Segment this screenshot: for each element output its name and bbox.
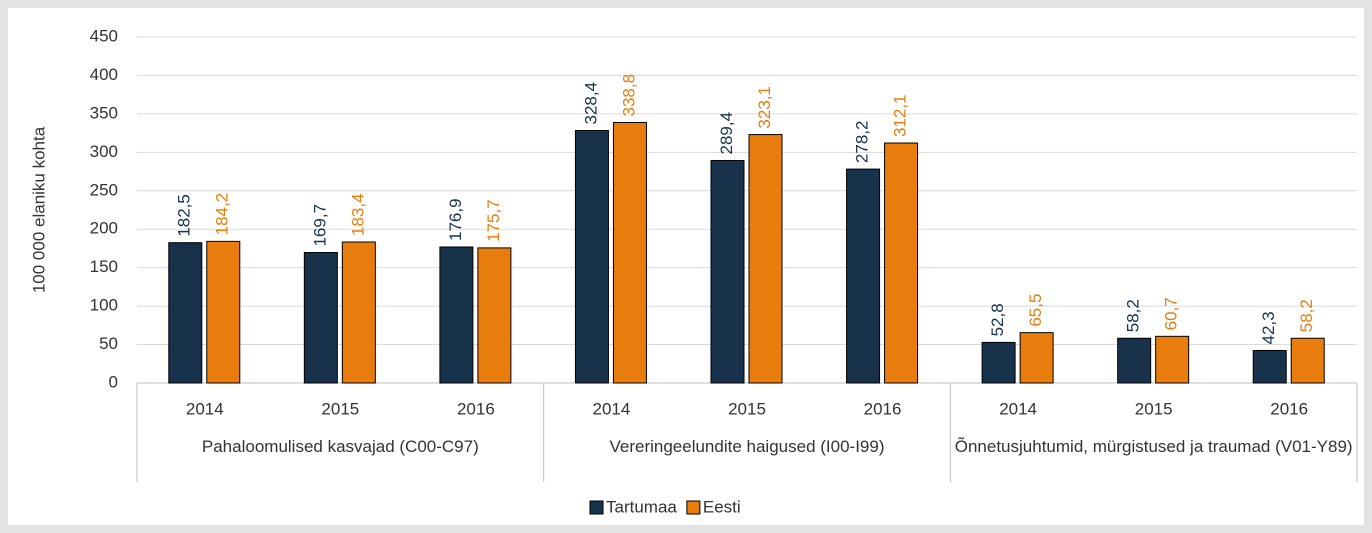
bar xyxy=(439,246,474,384)
data-label: 176,9 xyxy=(446,198,465,241)
y-tick-label: 50 xyxy=(99,334,118,353)
x-tick-label: 2015 xyxy=(321,399,359,418)
y-tick-label: 350 xyxy=(90,103,118,122)
bar xyxy=(612,122,647,384)
x-tick-label: 2015 xyxy=(728,399,766,418)
data-label: 328,4 xyxy=(581,82,600,125)
legend-label: Eesti xyxy=(703,497,741,516)
x-tick-label: 2016 xyxy=(1270,399,1308,418)
bar xyxy=(303,252,338,384)
bar xyxy=(1155,335,1190,384)
group-label: Õnnetusjuhtumid, mürgistused ja traumad … xyxy=(954,437,1353,456)
x-tick-label: 2014 xyxy=(593,399,631,418)
y-tick-label: 250 xyxy=(90,180,118,199)
bar xyxy=(884,142,919,384)
bar xyxy=(206,240,241,384)
data-label: 278,2 xyxy=(853,121,872,164)
x-tick-label: 2014 xyxy=(999,399,1037,418)
data-label: 65,5 xyxy=(1026,294,1045,327)
bar xyxy=(341,241,376,384)
legend-swatch xyxy=(686,500,701,515)
bar xyxy=(1019,332,1054,384)
y-tick-label: 450 xyxy=(90,26,118,45)
bar xyxy=(981,341,1016,384)
data-label: 289,4 xyxy=(717,112,736,155)
x-tick-label: 2016 xyxy=(864,399,902,418)
y-tick-label: 100 xyxy=(90,296,118,315)
bar xyxy=(748,134,783,384)
legend-label: Tartumaa xyxy=(606,497,677,516)
bar xyxy=(710,159,745,384)
bar xyxy=(168,242,203,384)
data-label: 58,2 xyxy=(1297,299,1316,332)
x-tick-label: 2014 xyxy=(186,399,224,418)
x-tick-label: 2016 xyxy=(457,399,495,418)
bar xyxy=(1117,337,1152,384)
data-label: 182,5 xyxy=(175,194,194,237)
data-label: 312,1 xyxy=(891,94,910,137)
group-label: Pahaloomulised kasvajad (C00-C97) xyxy=(201,437,479,456)
data-label: 183,4 xyxy=(348,193,367,236)
data-label: 42,3 xyxy=(1259,311,1278,344)
bar xyxy=(1252,349,1287,384)
y-tick-label: 0 xyxy=(109,372,118,391)
y-tick-label: 150 xyxy=(90,257,118,276)
y-tick-label: 300 xyxy=(90,142,118,161)
y-axis-label: 100 000 elaniku kohta xyxy=(29,126,48,293)
bar xyxy=(1290,337,1325,384)
x-tick-label: 2015 xyxy=(1135,399,1173,418)
group-label: Vereringeelundite haigused (I00-I99) xyxy=(609,437,885,456)
y-tick-label: 200 xyxy=(90,219,118,238)
data-label: 52,8 xyxy=(988,303,1007,336)
data-label: 60,7 xyxy=(1162,297,1181,330)
bar xyxy=(574,129,609,384)
data-label: 338,8 xyxy=(619,74,638,117)
data-label: 58,2 xyxy=(1124,299,1143,332)
legend-swatch xyxy=(589,500,604,515)
bar xyxy=(846,168,881,384)
data-label: 169,7 xyxy=(310,204,329,247)
data-label: 175,7 xyxy=(484,199,503,242)
data-label: 184,2 xyxy=(213,193,232,236)
data-label: 323,1 xyxy=(755,86,774,129)
bar xyxy=(477,247,512,384)
y-tick-label: 400 xyxy=(90,65,118,84)
